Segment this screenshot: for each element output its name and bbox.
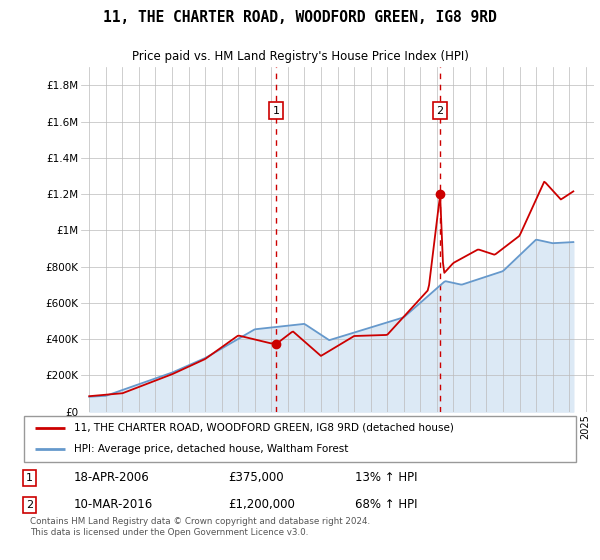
Text: Contains HM Land Registry data © Crown copyright and database right 2024.
This d: Contains HM Land Registry data © Crown c… (29, 517, 370, 536)
Text: 11, THE CHARTER ROAD, WOODFORD GREEN, IG8 9RD (detached house): 11, THE CHARTER ROAD, WOODFORD GREEN, IG… (74, 423, 454, 432)
Text: 18-APR-2006: 18-APR-2006 (74, 471, 149, 484)
Text: 1: 1 (26, 473, 33, 483)
Text: 2: 2 (26, 500, 33, 510)
Text: Price paid vs. HM Land Registry's House Price Index (HPI): Price paid vs. HM Land Registry's House … (131, 50, 469, 63)
Text: 68% ↑ HPI: 68% ↑ HPI (355, 498, 418, 511)
Text: £375,000: £375,000 (228, 471, 284, 484)
Text: 10-MAR-2016: 10-MAR-2016 (74, 498, 153, 511)
Text: 13% ↑ HPI: 13% ↑ HPI (355, 471, 418, 484)
Text: 1: 1 (273, 106, 280, 116)
Text: HPI: Average price, detached house, Waltham Forest: HPI: Average price, detached house, Walt… (74, 444, 348, 454)
Text: 11, THE CHARTER ROAD, WOODFORD GREEN, IG8 9RD: 11, THE CHARTER ROAD, WOODFORD GREEN, IG… (103, 10, 497, 25)
Text: 2: 2 (437, 106, 443, 116)
Text: £1,200,000: £1,200,000 (228, 498, 295, 511)
